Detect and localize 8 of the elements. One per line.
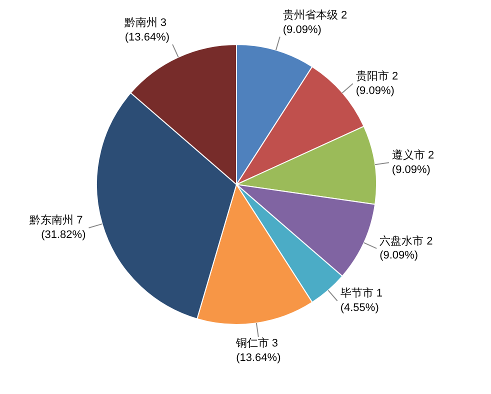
- slice-label: 贵州省本级 2 (9.09%): [282, 8, 348, 36]
- slice-label: 黔南州 3 (13.64%): [123, 16, 170, 44]
- slice-label: 遵义市 2 (9.09%): [392, 148, 434, 176]
- slice-label: 黔东南州 7 (31.82%): [28, 214, 86, 242]
- slice-label: 六盘水市 2 (9.09%): [380, 234, 433, 262]
- slice-label: 毕节市 1 (4.55%): [340, 286, 383, 314]
- slice-label: 铜仁市 3 (13.64%): [234, 336, 281, 364]
- slice-label: 贵阳市 2 (9.09%): [356, 69, 398, 97]
